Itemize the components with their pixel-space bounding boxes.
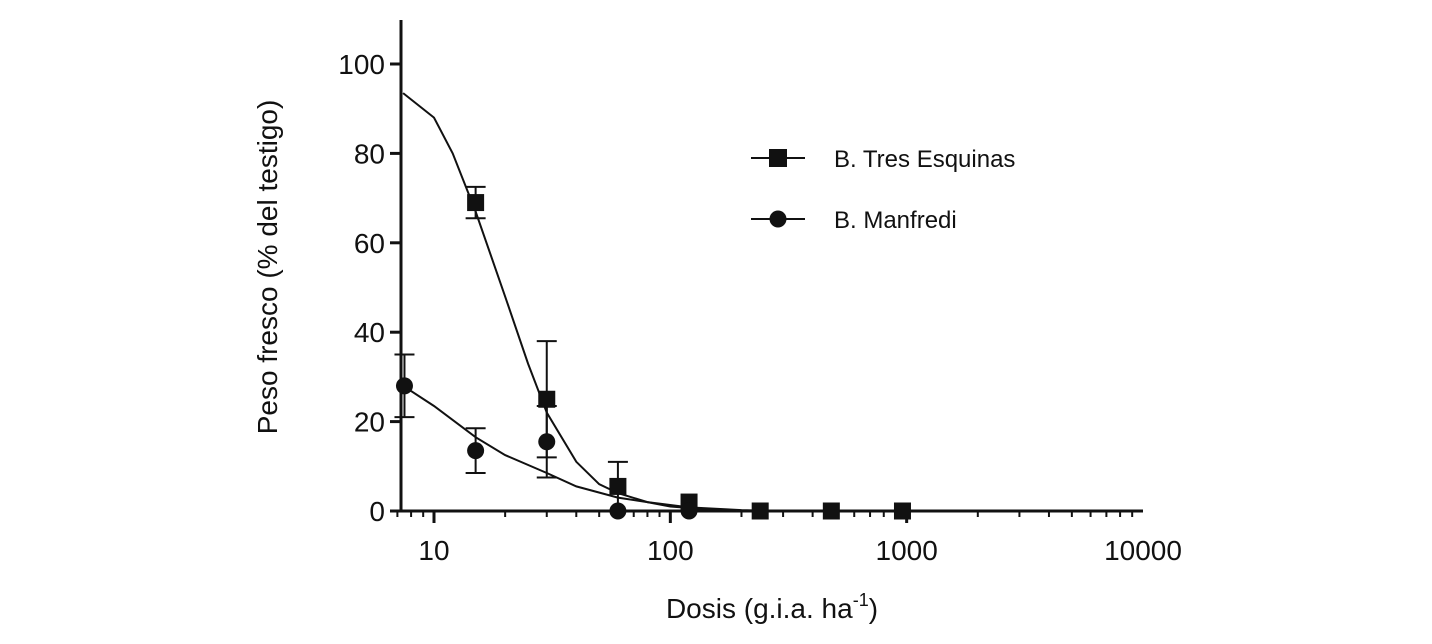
data-point-manfredi (395, 377, 413, 395)
error-bars (394, 185, 628, 512)
legend-circle-marker (769, 210, 787, 228)
data-point-tres-esquinas (609, 477, 627, 495)
x-axis-label-main: Dosis (g.i.a. ha (666, 593, 853, 624)
data-points (395, 194, 911, 520)
y-tick-label: 80 (354, 138, 385, 169)
data-point-tres-esquinas (893, 502, 911, 520)
data-point-tres-esquinas (538, 390, 556, 408)
legend-item-tres-esquinas: B. Tres Esquinas (751, 146, 1015, 173)
x-axis-label: Dosis (g.i.a. ha-1) (666, 590, 878, 624)
data-point-manfredi (467, 442, 485, 460)
legend-label-tres-esquinas: B. Tres Esquinas (834, 146, 1015, 173)
x-tick-label: 100 (647, 535, 694, 566)
data-point-tres-esquinas (467, 194, 485, 212)
x-axis-label-superscript: -1 (853, 590, 869, 610)
data-point-manfredi (609, 502, 627, 520)
y-axis-label: Peso fresco (% del testigo) (252, 100, 283, 435)
x-axis-ticks: 10 100 1000 10000 (396, 511, 1182, 566)
data-point-tres-esquinas (751, 502, 769, 520)
y-tick-label: 40 (354, 317, 385, 348)
y-axis-ticks: 0 20 40 60 80 100 (338, 49, 401, 527)
legend-item-manfredi: B. Manfredi (751, 207, 957, 234)
data-point-manfredi (680, 502, 698, 520)
x-tick-label: 1000 (876, 535, 938, 566)
legend-square-marker (769, 149, 787, 167)
x-tick-label: 10 (418, 535, 449, 566)
y-tick-label: 20 (354, 407, 385, 438)
axes: 0 20 40 60 80 100 10 100 1000 10000 (338, 20, 1182, 566)
data-point-tres-esquinas (822, 502, 840, 520)
curve-manfredi (402, 384, 1143, 512)
y-tick-label: 0 (369, 496, 385, 527)
fitted-curves (402, 92, 1143, 512)
x-tick-label: 10000 (1104, 535, 1182, 566)
legend: B. Tres Esquinas B. Manfredi (751, 146, 1015, 234)
y-tick-label: 100 (338, 49, 385, 80)
x-axis-label-end: ) (869, 593, 878, 624)
legend-label-manfredi: B. Manfredi (834, 207, 957, 234)
data-point-manfredi (538, 433, 556, 451)
y-tick-label: 60 (354, 228, 385, 259)
